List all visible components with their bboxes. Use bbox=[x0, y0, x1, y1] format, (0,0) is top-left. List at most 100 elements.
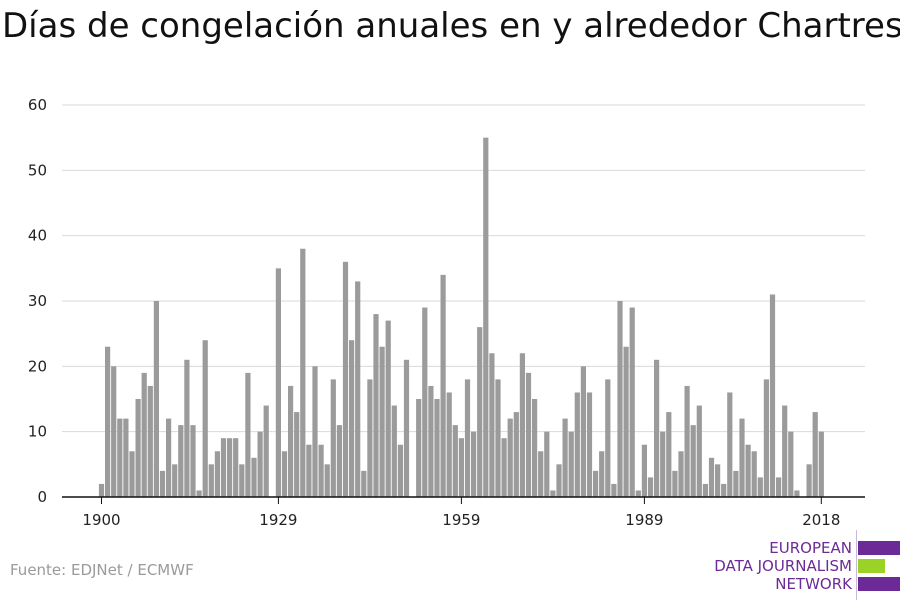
bar-1934 bbox=[306, 444, 312, 497]
bar-1929 bbox=[275, 268, 281, 497]
bar-2017 bbox=[812, 412, 818, 497]
bar-1927 bbox=[263, 405, 269, 497]
logo-line-european: EUROPEAN bbox=[769, 539, 852, 557]
bar-1922 bbox=[233, 438, 239, 497]
bar-1994 bbox=[672, 470, 678, 497]
x-tick-label: 2018 bbox=[802, 511, 840, 529]
bar-1999 bbox=[702, 483, 708, 497]
bar-1902 bbox=[111, 366, 117, 497]
bar-1923 bbox=[239, 464, 245, 497]
bar-1961 bbox=[471, 431, 477, 497]
bar-2001 bbox=[715, 464, 721, 497]
bar-1906 bbox=[135, 399, 141, 497]
bar-1981 bbox=[593, 470, 599, 497]
bars bbox=[98, 137, 824, 498]
bar-1901 bbox=[105, 346, 111, 497]
bar-1947 bbox=[385, 320, 391, 497]
logo-bar-green bbox=[858, 559, 885, 573]
bar-1958 bbox=[452, 425, 458, 497]
y-tick-label: 20 bbox=[28, 357, 47, 375]
bar-1983 bbox=[605, 379, 611, 497]
bar-1932 bbox=[294, 412, 300, 497]
bar-1998 bbox=[696, 405, 702, 497]
bar-1915 bbox=[190, 425, 196, 497]
x-tick-label: 1929 bbox=[259, 511, 297, 529]
bar-1911 bbox=[166, 418, 172, 497]
bar-1988 bbox=[635, 490, 641, 497]
bar-1930 bbox=[281, 451, 288, 497]
y-tick-label: 10 bbox=[28, 423, 47, 441]
bar-1918 bbox=[208, 464, 214, 497]
bar-2014 bbox=[794, 490, 800, 497]
bar-1975 bbox=[556, 464, 562, 497]
bar-1996 bbox=[684, 385, 690, 497]
bar-1960 bbox=[464, 379, 471, 497]
bar-1986 bbox=[623, 346, 629, 497]
bar-2016 bbox=[806, 464, 812, 497]
bar-1921 bbox=[227, 438, 233, 497]
bar-1937 bbox=[324, 464, 330, 497]
bar-2018 bbox=[818, 431, 824, 497]
bar-1972 bbox=[538, 451, 544, 497]
bar-1926 bbox=[257, 431, 263, 497]
bar-1982 bbox=[599, 451, 605, 497]
bar-1955 bbox=[434, 399, 440, 497]
bar-1939 bbox=[336, 425, 342, 497]
bar-1957 bbox=[446, 392, 452, 497]
bar-1919 bbox=[214, 451, 220, 497]
gridlines bbox=[62, 104, 865, 433]
bar-2010 bbox=[769, 294, 776, 497]
bar-1933 bbox=[300, 248, 306, 497]
bar-1952 bbox=[416, 399, 422, 497]
bar-1969 bbox=[519, 353, 525, 497]
bar-1971 bbox=[532, 399, 538, 497]
bar-2000 bbox=[708, 457, 715, 497]
bar-2011 bbox=[776, 477, 782, 497]
bar-1946 bbox=[379, 346, 385, 497]
bar-1941 bbox=[349, 340, 355, 497]
bar-1936 bbox=[318, 444, 324, 497]
bar-1931 bbox=[288, 385, 294, 497]
bar-1968 bbox=[513, 412, 519, 497]
x-tick-label: 1959 bbox=[442, 511, 480, 529]
bar-2006 bbox=[745, 444, 751, 497]
bar-1916 bbox=[196, 490, 202, 497]
bar-2009 bbox=[763, 379, 769, 497]
y-tick-label: 60 bbox=[28, 96, 47, 114]
bar-1976 bbox=[562, 418, 568, 497]
bar-2012 bbox=[782, 405, 788, 497]
bar-chart: 0 10 20 30 40 50 60 1900 1929 1959 1989 2018 bbox=[28, 96, 865, 529]
bar-1990 bbox=[647, 477, 654, 497]
bar-1938 bbox=[330, 379, 336, 497]
bar-2008 bbox=[757, 477, 763, 497]
bar-1950 bbox=[403, 359, 410, 497]
bar-1967 bbox=[507, 418, 513, 497]
bar-2007 bbox=[751, 451, 757, 497]
bar-1905 bbox=[129, 451, 135, 497]
bar-1962 bbox=[477, 327, 483, 497]
bar-1948 bbox=[391, 405, 397, 497]
bar-1925 bbox=[251, 457, 257, 497]
x-tick-label: 1989 bbox=[625, 511, 663, 529]
bar-1970 bbox=[525, 372, 532, 497]
bar-1943 bbox=[361, 470, 367, 497]
y-tick-label: 50 bbox=[28, 161, 47, 179]
bar-1907 bbox=[141, 372, 147, 497]
bar-1980 bbox=[586, 392, 593, 497]
y-tick-label: 40 bbox=[28, 227, 47, 245]
bar-1992 bbox=[660, 431, 666, 497]
bar-1908 bbox=[147, 385, 153, 497]
bar-1965 bbox=[495, 379, 501, 497]
chart-title: Días de congelación anuales en y alreded… bbox=[2, 6, 900, 46]
bar-1904 bbox=[123, 418, 129, 497]
x-axis: 1900 1929 1959 1989 2018 bbox=[62, 496, 865, 529]
source-note: Fuente: EDJNet / ECMWF bbox=[10, 561, 194, 579]
logo-divider bbox=[856, 530, 857, 600]
bar-1963 bbox=[483, 137, 489, 498]
bar-1912 bbox=[172, 464, 178, 497]
bar-1900 bbox=[98, 483, 105, 497]
bar-2005 bbox=[739, 418, 745, 497]
bar-2002 bbox=[721, 483, 727, 497]
bar-1944 bbox=[367, 379, 373, 497]
bar-1913 bbox=[178, 425, 184, 497]
